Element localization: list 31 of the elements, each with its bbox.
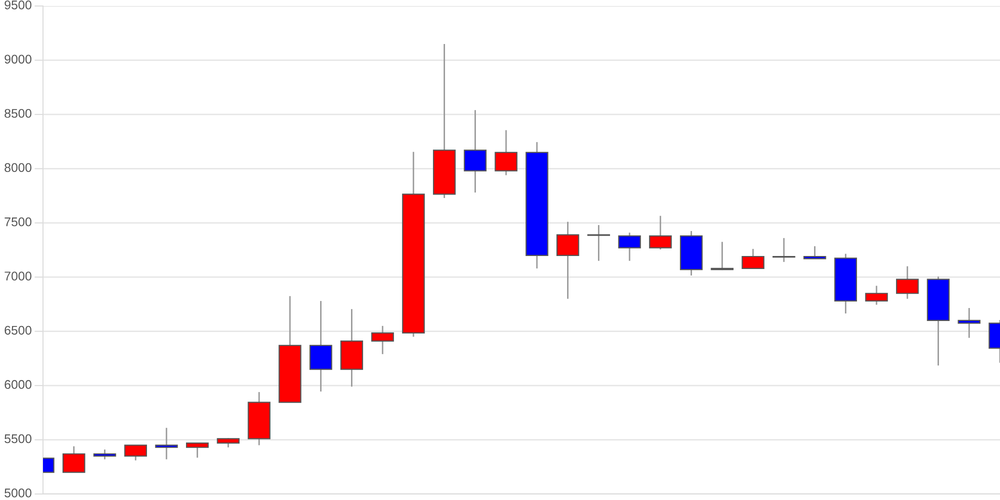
candlestick [649,215,672,250]
y-tick-label: 6500 [4,326,32,335]
candlestick [896,266,919,300]
candlestick [710,241,734,271]
y-tick-label: 7500 [4,217,32,226]
candlestick [618,232,641,262]
candlestick [62,446,86,474]
y-tick-label: 8500 [4,108,32,118]
y-tick-label: 5000 [4,488,32,498]
candlestick [371,325,394,355]
y-tick-label: 6000 [4,380,32,389]
candlestick [587,224,610,262]
candlestick [464,109,487,194]
candlestick [186,442,209,458]
candlestick [803,246,826,260]
candlestick [494,129,518,176]
candlestick [865,285,888,306]
y-tick-label: 9500 [4,0,32,10]
candlestick [556,221,580,300]
candlestick [309,300,332,392]
y-tick-label: 7000 [4,272,32,280]
candlestick [93,448,116,460]
y-tick-label: 5500 [4,434,32,444]
candlestick [155,427,178,460]
candlestick [124,444,147,462]
candlestick [216,437,240,448]
y-tick-label: 8000 [4,163,32,172]
y-tick-label: 9000 [4,54,32,64]
candlestick [958,307,980,339]
candlestick [742,248,764,270]
candlestick [772,237,796,263]
